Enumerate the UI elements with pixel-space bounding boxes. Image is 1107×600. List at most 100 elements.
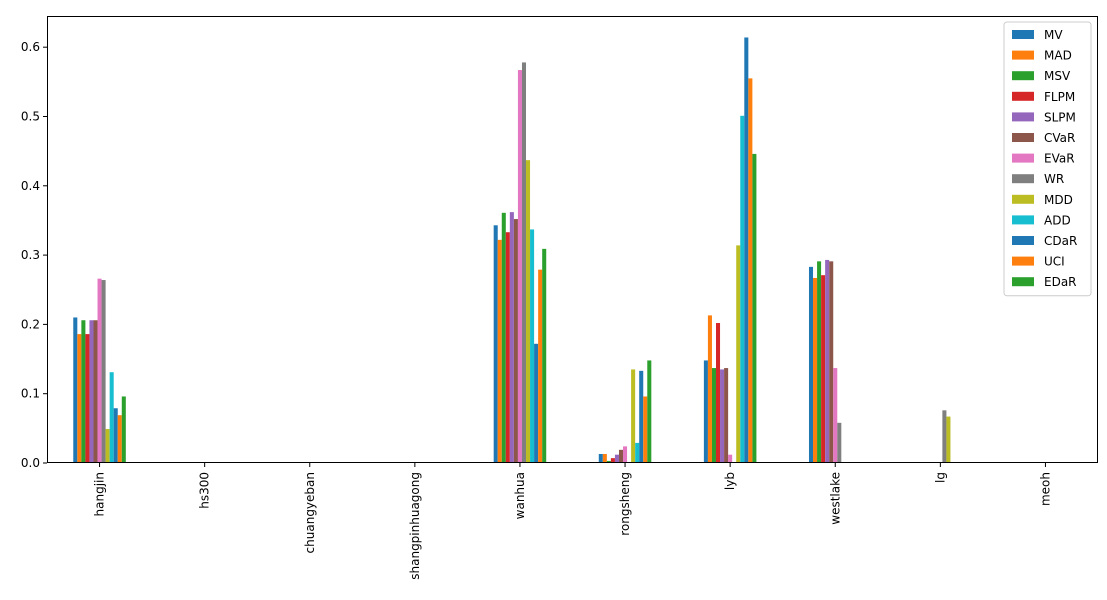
legend-swatch-edar	[1012, 277, 1034, 287]
legend-label-mv: MV	[1044, 28, 1063, 42]
bar-wr-hangjin	[101, 280, 106, 463]
legend-label-cvar: CVaR	[1044, 131, 1075, 145]
bar-uci-rongsheng	[643, 396, 648, 463]
x-tick-label-rongsheng: rongsheng	[618, 472, 632, 536]
bar-wr-wanhua	[521, 62, 527, 464]
bar-add-rongsheng	[635, 442, 640, 463]
bar-evar-lyb	[728, 454, 733, 463]
bar-msv-lyb	[711, 368, 716, 463]
bar-msv-westlake	[817, 261, 822, 463]
bar-add-wanhua	[530, 229, 535, 463]
y-axis: 0.0 0.1 0.2 0.3 0.4 0.5 0.6	[21, 40, 47, 470]
legend-label-flpm: FLPM	[1044, 90, 1075, 104]
legend-label-edar: EDaR	[1044, 275, 1077, 289]
x-tick-label-wanhua: wanhua	[513, 472, 527, 519]
x-tick-label-meoh: meoh	[1038, 472, 1052, 506]
x-tick-label-shangpinhuagong: shangpinhuagong	[408, 472, 422, 580]
x-axis: hangjin hs300 chuangyeban shangpinhuagong wa…	[93, 463, 1052, 580]
bar-mv-westlake	[808, 266, 814, 463]
y-tick-label: 0.6	[21, 40, 40, 54]
bar-slpm-lyb	[720, 369, 725, 463]
bars-group	[73, 37, 951, 464]
bar-cdar-rongsheng	[639, 370, 644, 463]
legend-swatch-uci	[1012, 256, 1034, 266]
x-tick-label-hangjin: hangjin	[93, 472, 107, 516]
bar-cvar-westlake	[829, 261, 834, 463]
bar-edar-lyb	[752, 153, 757, 463]
legend: MV MAD MSV FLPM SLPM CVaR EVaR WR MDD ADD CDaR UCI E…	[1003, 21, 1092, 297]
legend-label-msv: MSV	[1044, 69, 1071, 83]
bar-msv-wanhua	[501, 212, 506, 463]
bar-mdd-wanhua	[526, 160, 531, 463]
bar-mv-hangjin	[73, 317, 78, 463]
bar-cvar-wanhua	[513, 219, 518, 463]
legend-swatch-mad	[1012, 50, 1034, 60]
bar-mad-wanhua	[497, 239, 502, 463]
bar-evar-rongsheng	[623, 446, 628, 463]
bar-flpm-wanhua	[505, 232, 510, 463]
legend-label-add: ADD	[1044, 213, 1071, 227]
bar-cvar-lyb	[724, 368, 729, 463]
legend-label-mad: MAD	[1044, 49, 1072, 63]
x-tick-label-chuangyeban: chuangyeban	[303, 472, 317, 553]
bar-edar-wanhua	[542, 248, 547, 463]
legend-label-evar: EVaR	[1044, 152, 1075, 166]
x-tick-label-lg: lg	[933, 472, 947, 483]
legend-label-mdd: MDD	[1044, 193, 1073, 207]
legend-label-wr: WR	[1044, 172, 1064, 186]
x-tick-label-lyb: lyb	[723, 472, 737, 490]
legend-label-cdar: CDaR	[1044, 234, 1077, 248]
bar-add-hangjin	[109, 372, 114, 463]
bar-mad-westlake	[813, 277, 818, 463]
y-tick-label: 0.0	[21, 456, 40, 470]
bar-cdar-lyb	[744, 37, 749, 463]
bar-mdd-lyb	[736, 245, 741, 463]
bar-uci-wanhua	[538, 269, 543, 463]
bar-slpm-rongsheng	[614, 454, 619, 463]
bar-mdd-lg	[946, 416, 951, 463]
bar-slpm-wanhua	[509, 212, 514, 463]
legend-label-slpm: SLPM	[1044, 110, 1076, 124]
bar-flpm-westlake	[821, 275, 826, 463]
bar-evar-hangjin	[97, 278, 102, 463]
axes-frame	[47, 16, 1098, 463]
legend-swatch-msv	[1012, 71, 1034, 81]
x-tick-label-hs300: hs300	[198, 472, 212, 509]
bar-cdar-wanhua	[534, 343, 539, 463]
bar-edar-rongsheng	[647, 360, 652, 463]
bar-uci-hangjin	[117, 415, 122, 463]
legend-label-uci: UCI	[1044, 255, 1065, 269]
x-tick-label-westlake: westlake	[828, 472, 842, 525]
legend-swatch-mdd	[1012, 194, 1034, 204]
bar-mdd-rongsheng	[631, 369, 636, 463]
legend-swatch-slpm	[1012, 112, 1034, 122]
legend-swatch-flpm	[1012, 91, 1034, 101]
bar-mad-lyb	[707, 315, 712, 463]
legend-swatch-mv	[1012, 30, 1034, 39]
bar-evar-wanhua	[517, 70, 522, 463]
bar-wr-lg	[942, 410, 947, 463]
bar-msv-hangjin	[81, 320, 86, 463]
legend-swatch-add	[1012, 215, 1034, 225]
bar-add-lyb	[740, 115, 745, 464]
legend-swatch-cdar	[1012, 236, 1034, 245]
legend-swatch-cvar	[1012, 133, 1034, 142]
bar-mdd-hangjin	[105, 429, 110, 463]
bar-uci-lyb	[748, 78, 753, 464]
bar-mv-rongsheng	[598, 453, 603, 463]
legend-swatch-wr	[1012, 174, 1034, 184]
legend-box	[1003, 21, 1092, 297]
y-tick-label: 0.2	[21, 317, 40, 331]
bar-mv-wanhua	[493, 225, 498, 463]
bar-wr-westlake	[837, 422, 842, 463]
y-tick-label: 0.1	[21, 387, 40, 401]
bar-flpm-rongsheng	[610, 458, 615, 463]
legend-swatch-evar	[1012, 153, 1034, 163]
bar-cdar-hangjin	[113, 408, 118, 463]
bar-mad-hangjin	[77, 334, 82, 463]
bar-slpm-westlake	[825, 259, 830, 463]
y-tick-label: 0.4	[21, 179, 40, 193]
bar-mad-rongsheng	[602, 453, 607, 463]
bar-flpm-hangjin	[85, 334, 90, 463]
